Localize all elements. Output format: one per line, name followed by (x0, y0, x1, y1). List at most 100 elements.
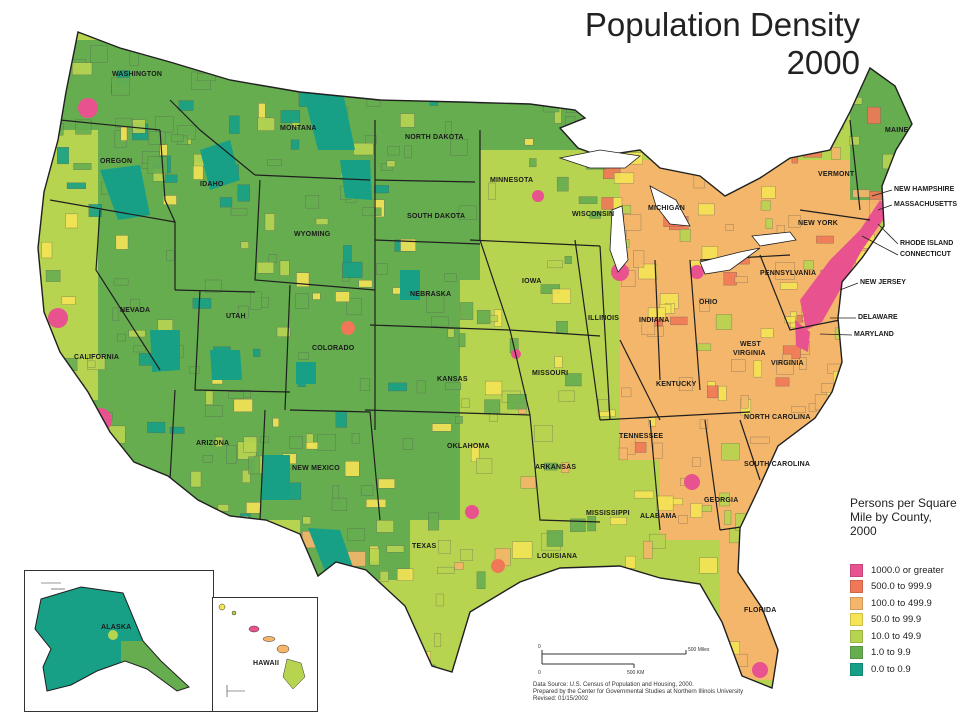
county-patch (668, 109, 686, 125)
county-patch (765, 218, 773, 229)
county-patch (556, 176, 569, 192)
county-patch (335, 410, 347, 428)
us-outline (37, 31, 913, 689)
county-patch (565, 630, 574, 645)
county-patch (476, 458, 493, 474)
county-patch (482, 62, 494, 71)
county-patch (233, 539, 250, 548)
state-label-colorado: COLORADO (312, 345, 355, 352)
state-label-maine: MAINE (885, 127, 909, 134)
county-patch (788, 215, 801, 228)
legend: Persons per Square Mile by County, 2000 … (850, 496, 958, 678)
county-patch (775, 262, 795, 280)
county-patch (68, 394, 77, 408)
county-patch (761, 577, 775, 595)
county-patch (566, 87, 585, 105)
state-label-new-mexico: NEW MEXICO (292, 465, 340, 472)
county-patch (699, 298, 710, 312)
legend-label: 500.0 to 999.9 (871, 581, 932, 593)
state-label-wyoming: WYOMING (294, 231, 331, 238)
county-patch (870, 44, 883, 58)
county-patch (701, 505, 712, 512)
county-patch (795, 315, 803, 323)
county-patch (215, 436, 224, 447)
county-patch (477, 678, 489, 688)
county-patch (219, 197, 233, 208)
county-patch (76, 477, 97, 488)
county-patch (678, 377, 693, 391)
county-patch (556, 321, 568, 334)
county-patch (52, 123, 64, 136)
legend-label: 10.0 to 49.9 (871, 630, 922, 642)
legend-item: 0.0 to 0.9 (850, 661, 958, 678)
legend-label: 1000.0 or greater (871, 564, 944, 576)
county-patch (257, 117, 275, 131)
county-patch (706, 659, 722, 672)
state-label-washington: WASHINGTON (112, 71, 162, 78)
county-patch (392, 287, 402, 295)
county-patch (178, 100, 194, 111)
legend-swatch (850, 563, 863, 577)
county-patch (130, 298, 140, 310)
legend-label: 50.0 to 99.9 (871, 614, 922, 626)
county-patch (228, 391, 244, 399)
county-patch (707, 385, 719, 399)
county-patch (342, 650, 360, 659)
county-patch (656, 495, 674, 511)
county-patch (671, 662, 685, 670)
county-patch (216, 531, 233, 544)
county-patch (678, 124, 689, 140)
county-patch (88, 465, 98, 482)
state-label-connecticut: CONNECTICUT (900, 251, 951, 258)
county-patch (276, 326, 291, 337)
county-patch (780, 660, 789, 677)
state-label-virginia: VIRGINIA (771, 360, 804, 367)
county-patch (233, 399, 253, 412)
county-patch (105, 469, 126, 480)
county-patch (798, 501, 806, 513)
county-patch (418, 88, 439, 102)
county-patch (317, 434, 336, 451)
county-patch (41, 241, 53, 259)
county-patch (458, 333, 466, 348)
county-patch (623, 214, 642, 231)
county-patch (164, 174, 178, 183)
county-patch (111, 77, 131, 96)
county-patch (776, 363, 794, 375)
county-patch (238, 44, 254, 54)
county-patch (898, 48, 906, 58)
state-label-hawaii: HAWAII (253, 660, 279, 667)
state-label-arkansas: ARKANSAS (535, 464, 576, 471)
map-title-line2: 2000 (786, 44, 860, 81)
legend-item: 50.0 to 99.9 (850, 612, 958, 629)
county-patch (653, 442, 663, 459)
legend-label: 0.0 to 0.9 (871, 663, 911, 675)
legend-title-line2: Mile by County, 2000 (850, 510, 932, 538)
county-patch (698, 203, 715, 216)
county-patch (877, 395, 888, 413)
state-label-iowa: IOWA (522, 278, 541, 285)
county-patch (715, 314, 733, 330)
county-patch (358, 280, 373, 288)
county-patch (719, 492, 730, 507)
county-patch (205, 405, 223, 417)
county-patch (621, 387, 632, 398)
county-patch (760, 200, 771, 211)
county-patch (163, 195, 177, 205)
county-patch (551, 288, 571, 304)
county-patch (337, 632, 345, 640)
county-patch (302, 516, 311, 525)
county-patch (791, 406, 806, 413)
county-patch (75, 119, 92, 135)
county-patch (253, 348, 261, 357)
county-patch (256, 261, 275, 274)
county-patch (524, 138, 534, 146)
county-patch (570, 518, 586, 532)
state-label-oregon: OREGON (100, 158, 132, 165)
svg-text:0: 0 (538, 670, 541, 676)
data-source-line1: Data Source: U.S. Census of Population a… (533, 682, 694, 688)
legend-swatch (850, 596, 863, 610)
county-patch (335, 291, 350, 302)
county-patch (272, 418, 280, 428)
state-label-ohio: OHIO (699, 299, 718, 306)
